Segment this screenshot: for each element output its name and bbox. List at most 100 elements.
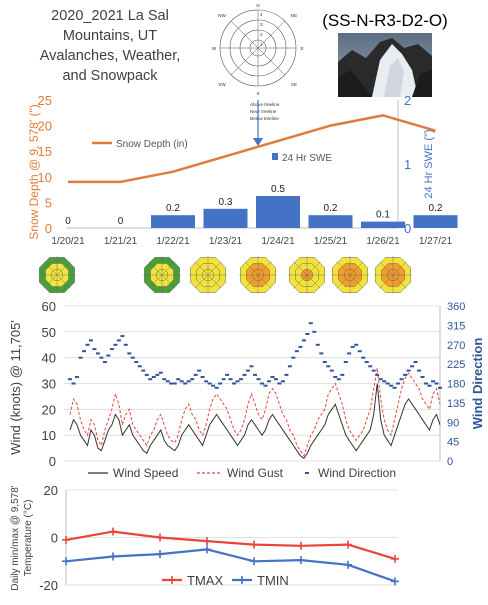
wind-direction-point	[389, 384, 394, 387]
wind-direction-point	[340, 373, 345, 376]
chart1-right-tick-label: 1	[404, 157, 411, 172]
danger-rose-spoke	[336, 274, 351, 289]
wind-direction-point	[406, 369, 411, 372]
wind-direction-point	[235, 380, 240, 383]
chart1-x-tick-label: 1/25/21	[314, 236, 348, 247]
wind-direction-point	[249, 365, 254, 368]
wind-direction-point	[242, 373, 247, 376]
swe-bar	[151, 215, 195, 228]
wind-direction-point	[280, 380, 285, 383]
wind-direction-point	[190, 378, 195, 381]
danger-rose-spoke	[207, 274, 222, 289]
chart2-left-tick-label: 40	[42, 351, 56, 366]
chart1-x-tick-label: 1/27/21	[419, 236, 453, 247]
wind-direction-point	[364, 361, 369, 363]
wind-direction-point	[200, 376, 205, 378]
danger-rose-spoke	[244, 261, 259, 276]
wind-direction-point	[85, 343, 90, 346]
legend-swatch-wind-direction	[305, 472, 309, 474]
danger-rose-spoke	[349, 274, 364, 289]
wind-direction-point	[294, 350, 299, 353]
rose-legend-above: Above treeline	[250, 102, 280, 107]
wind-direction-point	[312, 330, 317, 333]
wind-direction-point	[361, 356, 366, 359]
chart1-left-axis-title: Snow Depth @ 9, 578' (")	[27, 104, 41, 239]
wind-direction-point	[169, 382, 174, 385]
rose-label-s: S	[256, 91, 259, 96]
chart2-right-tick-label: 0	[447, 456, 453, 468]
chart2-left-tick-label: 50	[42, 325, 56, 340]
rose-spoke	[230, 20, 259, 49]
chart2-right-axis-title: Wind Direction	[470, 338, 485, 430]
wind-direction-point	[113, 343, 118, 346]
wind-direction-point	[137, 365, 142, 368]
avalanche-pointer-arrow	[253, 138, 263, 146]
legend-label-tmax: TMAX	[187, 573, 223, 588]
danger-rose-spoke	[257, 274, 272, 289]
danger-rose-spoke	[293, 261, 308, 276]
chart1-x-tick-label: 1/22/21	[156, 236, 190, 247]
rose-label-ne: NE	[291, 13, 297, 18]
wind-direction-point	[158, 371, 163, 374]
wind-direction-point	[413, 361, 418, 363]
wind-direction-point	[260, 382, 264, 385]
rose-spoke	[257, 47, 286, 76]
chart1-right-tick-label: 2	[404, 93, 411, 108]
wind-direction-point	[434, 382, 439, 385]
wind-direction-point	[382, 380, 387, 383]
danger-rose-spoke	[161, 261, 176, 276]
rose-label-se: SE	[291, 82, 297, 87]
chart2-right-tick-label: 270	[447, 340, 465, 352]
wind-direction-point	[284, 373, 289, 376]
wind-direction-point	[256, 378, 261, 381]
danger-rose-spoke	[148, 274, 163, 289]
wind-direction-point	[68, 378, 72, 381]
wind-direction-point	[102, 361, 107, 363]
wind-direction-point	[263, 384, 268, 387]
wind-direction-point	[193, 373, 198, 376]
chart2-left-tick-label: 60	[42, 299, 56, 314]
wind-direction-point	[308, 322, 313, 325]
chart1-x-tick-label: 1/20/21	[51, 236, 85, 247]
chart1-left-tick-label: 25	[38, 93, 52, 108]
wind-direction-point	[218, 382, 223, 385]
wind-direction-point	[151, 376, 156, 378]
chart3-axis-title-line-1: Daily min/max @ 9,578'	[10, 485, 21, 591]
swe-bar	[308, 215, 353, 228]
wind-direction-point	[322, 361, 327, 363]
tmin-line	[65, 548, 396, 583]
wind-direction-point	[207, 382, 212, 385]
chart1-left-tick-label: 5	[45, 195, 52, 210]
wind-direction-point	[368, 365, 373, 368]
chart2-right-tick-label: 90	[447, 417, 459, 429]
danger-rose-spoke	[161, 274, 176, 289]
chart2-right-tick-label: 225	[447, 359, 465, 371]
danger-rose-spoke	[336, 261, 351, 276]
rose-ring-label-3: 3	[260, 22, 263, 27]
wind-direction-point	[99, 356, 104, 359]
wind-direction-point	[333, 376, 338, 378]
chart2-right-tick-label: 360	[447, 301, 465, 313]
figure-title: 2020_2021 La Sal Mountains, UT Avalanche…	[40, 8, 181, 84]
wind-direction-point	[277, 382, 282, 385]
wind-direction-point	[431, 380, 435, 383]
aspect-elevation-rose: N NE E SE S SW W NW 1 2 3 4 Above treeli…	[212, 3, 304, 121]
legend-swatch-swe	[272, 153, 278, 160]
wind-direction-point	[420, 376, 425, 378]
chart2-left-tick-label: 30	[42, 377, 56, 392]
title-line-2: Mountains, UT	[63, 28, 157, 44]
chart2-left-axis-title: Wind (knots) @ 11,705'	[8, 320, 23, 455]
wind-direction-point	[221, 378, 226, 381]
chart2-left-tick-label: 20	[42, 402, 56, 417]
swe-data-label: 0.2	[166, 203, 180, 214]
wind-direction-point	[109, 348, 114, 351]
danger-rose-spoke	[306, 274, 321, 289]
wind-direction-point	[357, 350, 362, 353]
wind-direction-point	[253, 373, 257, 376]
wind-direction-point	[319, 352, 324, 355]
wind-direction-point	[71, 382, 76, 385]
wind-direction-point	[378, 378, 383, 381]
temperature-chart: 20 0 -20 Daily min/max @ 9,578' Temperature …	[10, 483, 399, 593]
swe-data-label: 0.1	[376, 210, 390, 221]
